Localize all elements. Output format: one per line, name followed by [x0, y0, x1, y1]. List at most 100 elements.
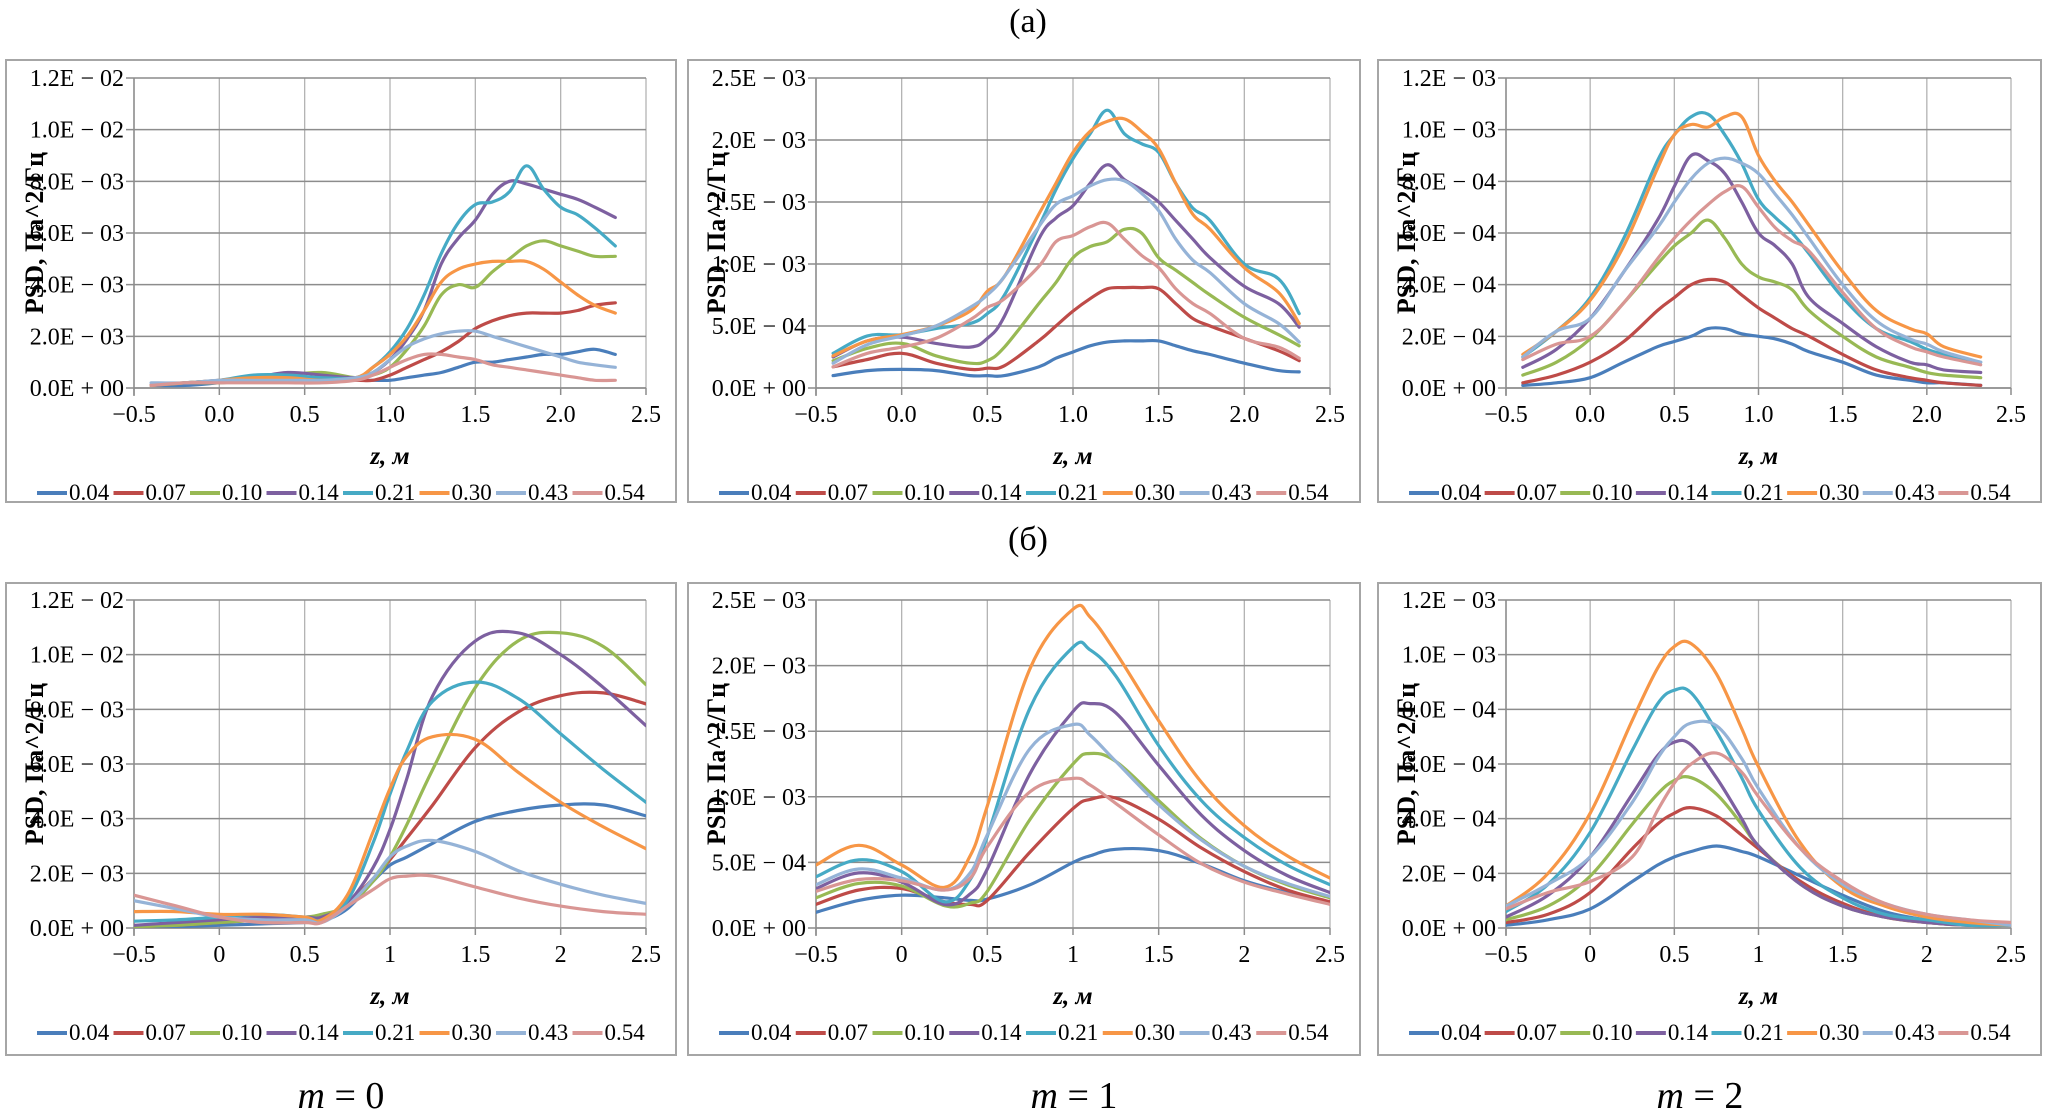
legend-item: 0.07: [1484, 1020, 1557, 1045]
x-tick-label: 2: [1921, 942, 1933, 968]
x-tick-label: 0.5: [1659, 402, 1689, 428]
y-tick-label: 6.0E − 03: [30, 752, 124, 778]
y-tick-label: 1.0E − 02: [30, 118, 124, 144]
series-line-0-07: [1521, 277, 1983, 387]
y-tick-label: 8.0E − 03: [30, 697, 124, 723]
y-tick-label: 1.2E − 03: [1402, 66, 1496, 92]
series-line-0-54: [831, 220, 1301, 369]
x-tick-label: 2: [1238, 942, 1250, 968]
x-axis-title: z, м: [369, 443, 409, 470]
legend-label: 0.04: [1441, 480, 1482, 505]
legend-label: 0.21: [1744, 1020, 1784, 1045]
series-line-0-43: [831, 177, 1301, 365]
legend-item: 0.04: [719, 1020, 792, 1045]
legend-item: 0.54: [572, 1020, 645, 1045]
x-tick-label: 0: [1584, 942, 1596, 968]
series-line-0-54: [816, 776, 1330, 906]
legend-item: 0.21: [343, 1020, 415, 1045]
y-tick-label: 1.0E − 03: [1402, 643, 1496, 669]
legend-label: 0.43: [1895, 1020, 1935, 1045]
y-tick-label: 4.0E − 04: [1402, 273, 1496, 299]
y-tick-label: 1.0E − 03: [712, 785, 806, 811]
legend-label: 0.21: [375, 480, 415, 505]
legend-label: 0.43: [528, 480, 568, 505]
y-tick-label: 2.5E − 03: [712, 588, 806, 614]
y-tick-label: 0.0E + 00: [712, 376, 806, 402]
series-line-0-30: [816, 603, 1330, 889]
series-line-0-14: [816, 701, 1330, 907]
legend-label: 0.43: [1895, 480, 1935, 505]
chart-panel-b-m2: 0.0E + 00 2.0E − 04 4.0E − 04 6.0E − 04 8.0E…: [1377, 582, 2042, 1056]
y-axis-title: PSD, Па^2/Гц: [20, 152, 49, 314]
x-tick-label: −0.5: [794, 402, 838, 428]
legend-label: 0.54: [1288, 1020, 1329, 1045]
y-tick-label: 1.5E − 03: [712, 719, 806, 745]
legend-item: 0.21: [1026, 480, 1098, 505]
legend-label: 0.54: [1288, 480, 1329, 505]
x-tick-label: −0.5: [112, 402, 156, 428]
x-tick-label: 2: [555, 942, 567, 968]
y-tick-label: 2.0E − 03: [712, 654, 806, 680]
y-tick-label: 2.0E − 04: [1402, 324, 1496, 350]
x-tick-label: 1: [1067, 942, 1079, 968]
y-tick-label: 1.0E − 03: [712, 252, 806, 278]
legend-label: 0.14: [1668, 480, 1709, 505]
section-label-b: (б): [1008, 521, 1048, 558]
legend-label: 0.30: [1819, 480, 1859, 505]
x-tick-label: 0.0: [1575, 402, 1605, 428]
section-label-a: (a): [1009, 3, 1047, 40]
y-axis-title: PSD, Па^2/Гц: [1392, 683, 1421, 845]
legend-label: 0.30: [1819, 1020, 1859, 1045]
y-tick-label: 1.5E − 03: [712, 190, 806, 216]
legend-item: 0.07: [113, 1020, 186, 1045]
x-tick-label: 0.5: [972, 402, 1002, 428]
chart-a-m1: 0.0E + 00 5.0E − 04 1.0E − 03 1.5E − 03 2.0E…: [702, 66, 1345, 505]
legend-item: 0.07: [795, 480, 868, 505]
legend-label: 0.10: [222, 1020, 262, 1045]
legend-label: 0.30: [452, 1020, 492, 1045]
y-tick-label: 0.0E + 00: [30, 376, 124, 402]
legend-label: 0.10: [905, 480, 945, 505]
x-tick-label: 0.5: [972, 942, 1002, 968]
chart-panel-b-m1: 0.0E + 00 5.0E − 04 1.0E − 03 1.5E − 03 2.0E…: [687, 582, 1361, 1056]
y-tick-label: 8.0E − 04: [1402, 697, 1496, 723]
y-tick-label: 6.0E − 04: [1402, 752, 1496, 778]
legend-label: 0.54: [1970, 1020, 2011, 1045]
legend-label: 0.07: [146, 1020, 186, 1045]
y-tick-label: 6.0E − 04: [1402, 221, 1496, 247]
series-line-0-54: [1521, 184, 1983, 367]
legend-label: 0.21: [1744, 480, 1784, 505]
y-tick-label: 1.2E − 03: [1402, 588, 1496, 614]
y-tick-label: 0.0E + 00: [30, 916, 124, 942]
m-label-var: m: [1030, 1075, 1058, 1117]
series-line-0-04: [1521, 326, 1983, 387]
legend-label: 0.54: [1970, 480, 2011, 505]
chart-panel-a-m1: 0.0E + 00 5.0E − 04 1.0E − 03 1.5E − 03 2.0E…: [687, 59, 1361, 505]
legend-item: 0.30: [1102, 480, 1175, 505]
legend-item: 0.30: [419, 480, 492, 505]
legend-label: 0.10: [1592, 1020, 1632, 1045]
series-line-0-43: [1521, 156, 1983, 364]
legend-item: 0.21: [1711, 480, 1784, 505]
m-label-eq: = 1: [1058, 1075, 1118, 1117]
chart-a-m0: 0.0E + 00 2.0E − 03 4.0E − 03 6.0E − 03 8.0E…: [20, 66, 661, 505]
x-tick-label: 0.0: [204, 402, 234, 428]
legend-item: 0.07: [113, 480, 186, 505]
series-line-0-54: [134, 873, 646, 926]
series-line-0-30: [1521, 111, 1983, 359]
legend-item: 0.30: [1787, 480, 1859, 505]
legend-label: 0.14: [981, 480, 1022, 505]
y-tick-label: 0.0E + 00: [1402, 376, 1496, 402]
chart-b-m0: 0.0E + 00 2.0E − 03 4.0E − 03 6.0E − 03 8.0E…: [20, 588, 661, 1045]
series-line-0-10: [831, 226, 1301, 366]
legend-item: 0.10: [1560, 480, 1633, 505]
series-line-0-14: [1506, 738, 2011, 928]
x-tick-label: 1.0: [1058, 402, 1088, 428]
legend-label: 0.04: [751, 480, 792, 505]
series-line-0-21: [149, 164, 617, 387]
x-tick-label: 2.5: [1996, 942, 2026, 968]
y-tick-label: 4.0E − 03: [30, 807, 124, 833]
x-tick-label: 0: [896, 942, 908, 968]
x-tick-label: −0.5: [794, 942, 838, 968]
x-tick-label: 1.5: [1828, 942, 1858, 968]
